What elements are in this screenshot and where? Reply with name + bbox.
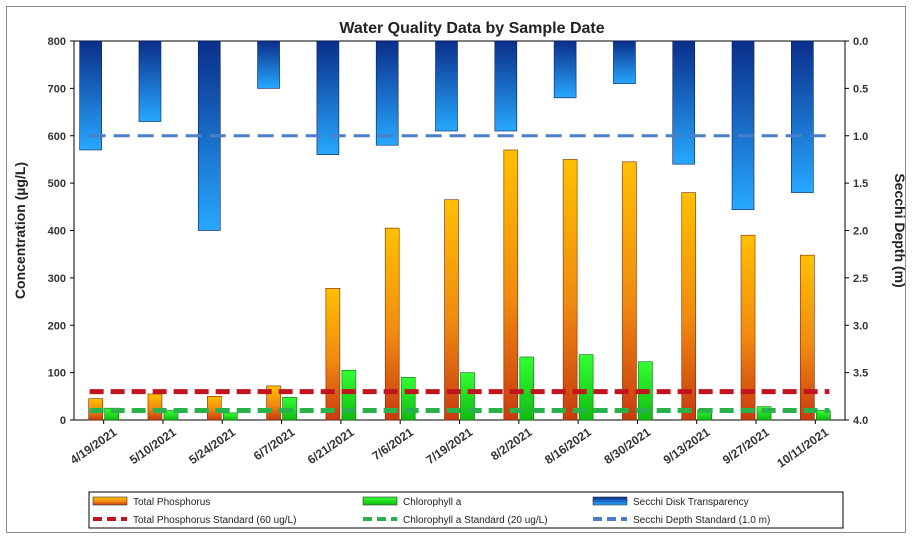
bar-secchi-disk-transparency xyxy=(791,40,814,193)
bar-secchi-disk-transparency xyxy=(494,40,518,132)
legend-label: Chlorophyll a xyxy=(403,497,462,508)
y-tick-label: 600 xyxy=(48,131,66,143)
y-tick-label: 500 xyxy=(48,178,66,190)
legend-label: Total Phosphorus Standard (60 ug/L) xyxy=(133,515,296,526)
legend-label: Total Phosphorus xyxy=(133,497,210,508)
plot-border xyxy=(73,40,846,421)
chart-frame: Water Quality Data by Sample Date 0 100 20… xyxy=(6,6,907,533)
legend: Total Phosphorus Chlorophyll a Secchi Disk… xyxy=(88,491,844,529)
y2-tick-label: 1.5 xyxy=(853,178,868,190)
x-tick-label: 5/24/2021 xyxy=(186,425,238,467)
bar-secchi-disk-transparency xyxy=(138,40,162,122)
y-tick-label: 0 xyxy=(60,415,66,427)
x-tick-label: 7/19/2021 xyxy=(423,425,475,467)
y2-tick-label: 4.0 xyxy=(853,415,868,427)
bar-total-phosphorus xyxy=(325,287,341,421)
y2-tick-label: 3.5 xyxy=(853,368,868,380)
y2-tick-label: 2.5 xyxy=(853,273,868,285)
y2-tick-label: 3.0 xyxy=(853,320,868,332)
x-tick-label: 8/2/2021 xyxy=(488,425,535,463)
bar-chlorophyll-a xyxy=(163,410,179,421)
x-tick-label: 10/11/2021 xyxy=(774,425,831,471)
bar-total-phosphorus xyxy=(622,161,637,421)
bar-secchi-disk-transparency xyxy=(257,40,280,89)
bar-chlorophyll-a xyxy=(519,356,535,421)
bar-chlorophyll-a xyxy=(222,412,238,421)
x-tick-label: 8/16/2021 xyxy=(542,425,594,467)
bar-chlorophyll-a xyxy=(400,377,416,421)
legend-swatch xyxy=(362,496,398,506)
y2-axis-label: Secchi Depth (m) xyxy=(892,173,907,287)
legend-label: Secchi Disk Transparency xyxy=(633,497,749,508)
legend-label: Chlorophyll a Standard (20 ug/L) xyxy=(403,515,548,526)
x-tick-label: 9/27/2021 xyxy=(720,425,772,467)
bar-secchi-disk-transparency xyxy=(613,40,636,84)
bar-total-phosphorus xyxy=(562,159,578,421)
y-tick-label: 700 xyxy=(48,83,66,95)
bar-chlorophyll-a xyxy=(578,354,594,421)
x-tick-label: 4/19/2021 xyxy=(68,425,120,467)
y-tick-label: 200 xyxy=(48,320,66,332)
bar-total-phosphorus xyxy=(740,234,756,421)
bar-total-phosphorus xyxy=(384,227,400,421)
legend-swatch xyxy=(92,496,128,506)
y2-tick-label: 0.0 xyxy=(853,36,868,48)
bar-total-phosphorus xyxy=(800,254,815,421)
x-tick-label: 8/30/2021 xyxy=(601,425,653,467)
y-axis-label: Concentration (µg/L) xyxy=(12,162,28,299)
bar-total-phosphorus xyxy=(503,149,519,421)
bar-total-phosphorus xyxy=(681,192,697,421)
bar-secchi-disk-transparency xyxy=(435,40,458,132)
bar-secchi-disk-transparency xyxy=(553,40,577,99)
y-tick-label: 100 xyxy=(48,368,66,380)
x-tick-label: 9/13/2021 xyxy=(661,425,713,467)
water-quality-chart: Water Quality Data by Sample Date 0 100 20… xyxy=(12,20,907,529)
bar-secchi-disk-transparency xyxy=(731,40,755,210)
y-tick-label: 800 xyxy=(48,36,66,48)
bar-secchi-disk-transparency xyxy=(375,40,399,146)
bar-chlorophyll-a xyxy=(816,410,831,421)
y-tick-label: 400 xyxy=(48,226,66,238)
bar-secchi-disk-transparency xyxy=(316,40,340,155)
x-tick-label: 6/7/2021 xyxy=(251,425,298,463)
legend-label: Secchi Depth Standard (1.0 m) xyxy=(633,515,770,526)
bar-chlorophyll-a xyxy=(341,369,357,421)
x-tick-label: 6/21/2021 xyxy=(305,425,357,467)
legend-box xyxy=(88,491,844,529)
bar-total-phosphorus xyxy=(147,393,163,421)
y2-tick-label: 0.5 xyxy=(853,83,868,95)
y2-tick-label: 2.0 xyxy=(853,226,868,238)
bar-secchi-disk-transparency xyxy=(672,40,696,165)
x-tick-label: 7/6/2021 xyxy=(370,425,417,463)
x-tick-label: 5/10/2021 xyxy=(127,425,179,467)
y2-tick-label: 1.0 xyxy=(853,131,868,143)
y-tick-label: 300 xyxy=(48,273,66,285)
chart-title: Water Quality Data by Sample Date xyxy=(339,20,604,37)
bar-total-phosphorus xyxy=(444,199,459,421)
plot-area: 0 100 200 300 400 500 600 700 800 0.0 0.5 1.0 1.5 2.0… xyxy=(12,36,907,471)
bar-secchi-disk-transparency xyxy=(79,40,102,151)
legend-swatch xyxy=(592,496,628,506)
